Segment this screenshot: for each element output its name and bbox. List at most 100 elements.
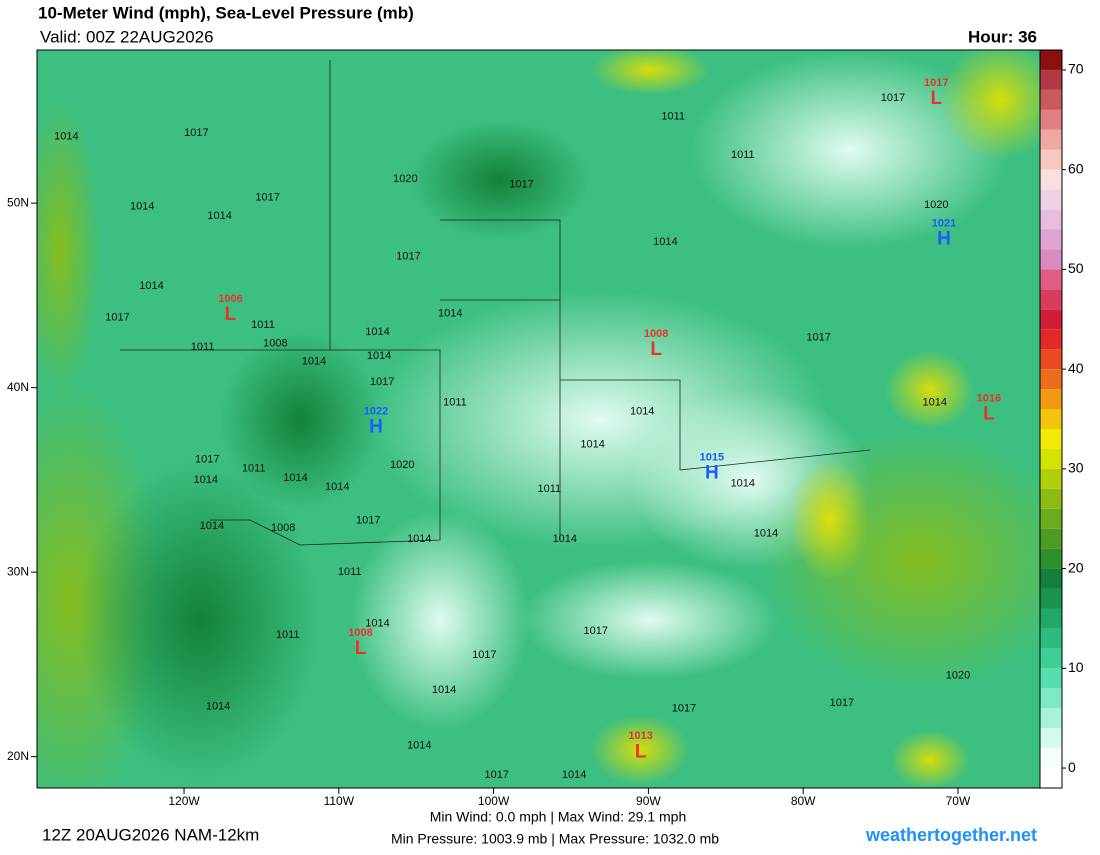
colorbar-band bbox=[1040, 648, 1062, 669]
colorbar-band bbox=[1040, 588, 1062, 609]
colorbar-tick-label: 60 bbox=[1068, 160, 1084, 176]
isobar-label: 1011 bbox=[338, 566, 362, 578]
valid-time: Valid: 00Z 22AUG2026 bbox=[40, 27, 214, 46]
isobar-label: 1017 bbox=[184, 127, 208, 139]
center-symbol: L bbox=[930, 88, 942, 109]
lat-tick-label: 40N bbox=[7, 380, 29, 394]
colorbar-band bbox=[1040, 428, 1062, 449]
isobar-label: 1017 bbox=[396, 251, 420, 263]
isobar-label: 1017 bbox=[672, 703, 696, 715]
lon-tick-label: 80W bbox=[791, 794, 816, 808]
isobar-label: 1014 bbox=[283, 472, 307, 484]
colorbar-band bbox=[1040, 249, 1062, 270]
colorbar-band bbox=[1040, 129, 1062, 150]
forecast-hour: Hour: 36 bbox=[968, 27, 1037, 46]
colorbar-band bbox=[1040, 528, 1062, 549]
isobar-label: 1014 bbox=[367, 350, 391, 362]
colorbar-band bbox=[1040, 668, 1062, 689]
model-run: 12Z 20AUG2026 NAM-12km bbox=[42, 825, 259, 844]
field-shade bbox=[520, 560, 780, 680]
isobar-label: 1020 bbox=[393, 173, 417, 185]
isobar-label: 1014 bbox=[200, 520, 224, 532]
isobar-label: 1014 bbox=[193, 474, 217, 486]
isobar-label: 1014 bbox=[407, 739, 431, 751]
isobar-label: 1011 bbox=[731, 149, 755, 161]
colorbar-band bbox=[1040, 748, 1062, 769]
colorbar-band bbox=[1040, 688, 1062, 709]
colorbar-band bbox=[1040, 508, 1062, 529]
field-shade bbox=[590, 50, 710, 95]
boundaries bbox=[120, 60, 871, 546]
colorbar-tick-label: 30 bbox=[1068, 460, 1084, 476]
isobar-label: 1011 bbox=[242, 463, 266, 475]
center-symbol: L bbox=[635, 741, 647, 762]
isobar-label: 1014 bbox=[754, 527, 778, 539]
isobar-label: 1008 bbox=[263, 337, 287, 349]
map-field bbox=[37, 50, 1040, 788]
center-pressure: 1021 bbox=[932, 217, 956, 229]
center-pressure: 1016 bbox=[977, 393, 1001, 405]
isobar-label: 1014 bbox=[438, 308, 462, 320]
isobar-label: 1014 bbox=[731, 477, 755, 489]
isobar-label: 1017 bbox=[830, 697, 854, 709]
isobar-label: 1017 bbox=[105, 311, 129, 323]
colorbar-tick-label: 10 bbox=[1068, 659, 1084, 675]
center-symbol: H bbox=[369, 417, 383, 438]
isobar-label: 1017 bbox=[881, 92, 905, 104]
colorbar-band bbox=[1040, 448, 1062, 469]
colorbar-band bbox=[1040, 189, 1062, 210]
field-shade bbox=[220, 330, 380, 510]
isobar-label: 1011 bbox=[191, 341, 215, 353]
isobar-label: 1014 bbox=[580, 439, 604, 451]
colorbar-band bbox=[1040, 409, 1062, 429]
isobar-label: 1014 bbox=[432, 684, 456, 696]
colorbar-band bbox=[1040, 169, 1062, 190]
isobar-label: 1011 bbox=[538, 483, 562, 495]
lat-tick-label: 30N bbox=[7, 564, 29, 578]
colorbar-band bbox=[1040, 69, 1062, 90]
field-shade bbox=[410, 120, 590, 240]
center-pressure: 1006 bbox=[218, 293, 242, 305]
center-symbol: L bbox=[650, 339, 662, 360]
colorbar-band bbox=[1040, 329, 1062, 350]
isobar-label: 1014 bbox=[302, 356, 326, 368]
isobar-label: 1020 bbox=[946, 669, 970, 681]
center-symbol: H bbox=[937, 228, 951, 249]
colorbar-band bbox=[1040, 628, 1062, 649]
isobar-label: 1014 bbox=[325, 481, 349, 493]
center-symbol: H bbox=[705, 463, 719, 484]
isobar-label: 1017 bbox=[584, 625, 608, 637]
isobar-label: 1017 bbox=[356, 514, 380, 526]
center-pressure: 1008 bbox=[644, 328, 668, 340]
field-shade bbox=[37, 100, 100, 400]
colorbar-band bbox=[1040, 468, 1062, 489]
colorbar-band bbox=[1040, 568, 1062, 589]
colorbar-band bbox=[1040, 149, 1062, 170]
title: 10-Meter Wind (mph), Sea-Level Pressure … bbox=[38, 3, 414, 22]
colorbar-tick-label: 40 bbox=[1068, 360, 1084, 376]
center-symbol: L bbox=[983, 404, 995, 425]
site-link[interactable]: weathertogether.net bbox=[865, 825, 1037, 845]
isobar-label: 1017 bbox=[509, 179, 533, 191]
isobar-label: 1014 bbox=[630, 406, 654, 418]
isobar-label: 1014 bbox=[139, 280, 163, 292]
isobar-label: 1017 bbox=[484, 769, 508, 781]
colorbar-band bbox=[1040, 349, 1062, 370]
colorbar-band bbox=[1040, 708, 1062, 729]
colorbar-band bbox=[1040, 209, 1062, 230]
isobar-label: 1014 bbox=[923, 396, 947, 408]
field-shade bbox=[350, 510, 530, 730]
isobar-label: 1011 bbox=[251, 319, 275, 331]
colorbar-band bbox=[1040, 608, 1062, 629]
center-symbol: L bbox=[225, 304, 237, 325]
isobar-label: 1014 bbox=[54, 131, 78, 143]
isobar-label: 1017 bbox=[195, 453, 219, 465]
colorbar-band bbox=[1040, 389, 1062, 410]
isobar-label: 1011 bbox=[276, 629, 300, 641]
center-pressure: 1008 bbox=[348, 627, 372, 639]
isobar-label: 1014 bbox=[653, 236, 677, 248]
isobar-label: 1014 bbox=[206, 701, 230, 713]
colorbar-band bbox=[1040, 89, 1062, 110]
center-pressure: 1022 bbox=[364, 405, 388, 417]
